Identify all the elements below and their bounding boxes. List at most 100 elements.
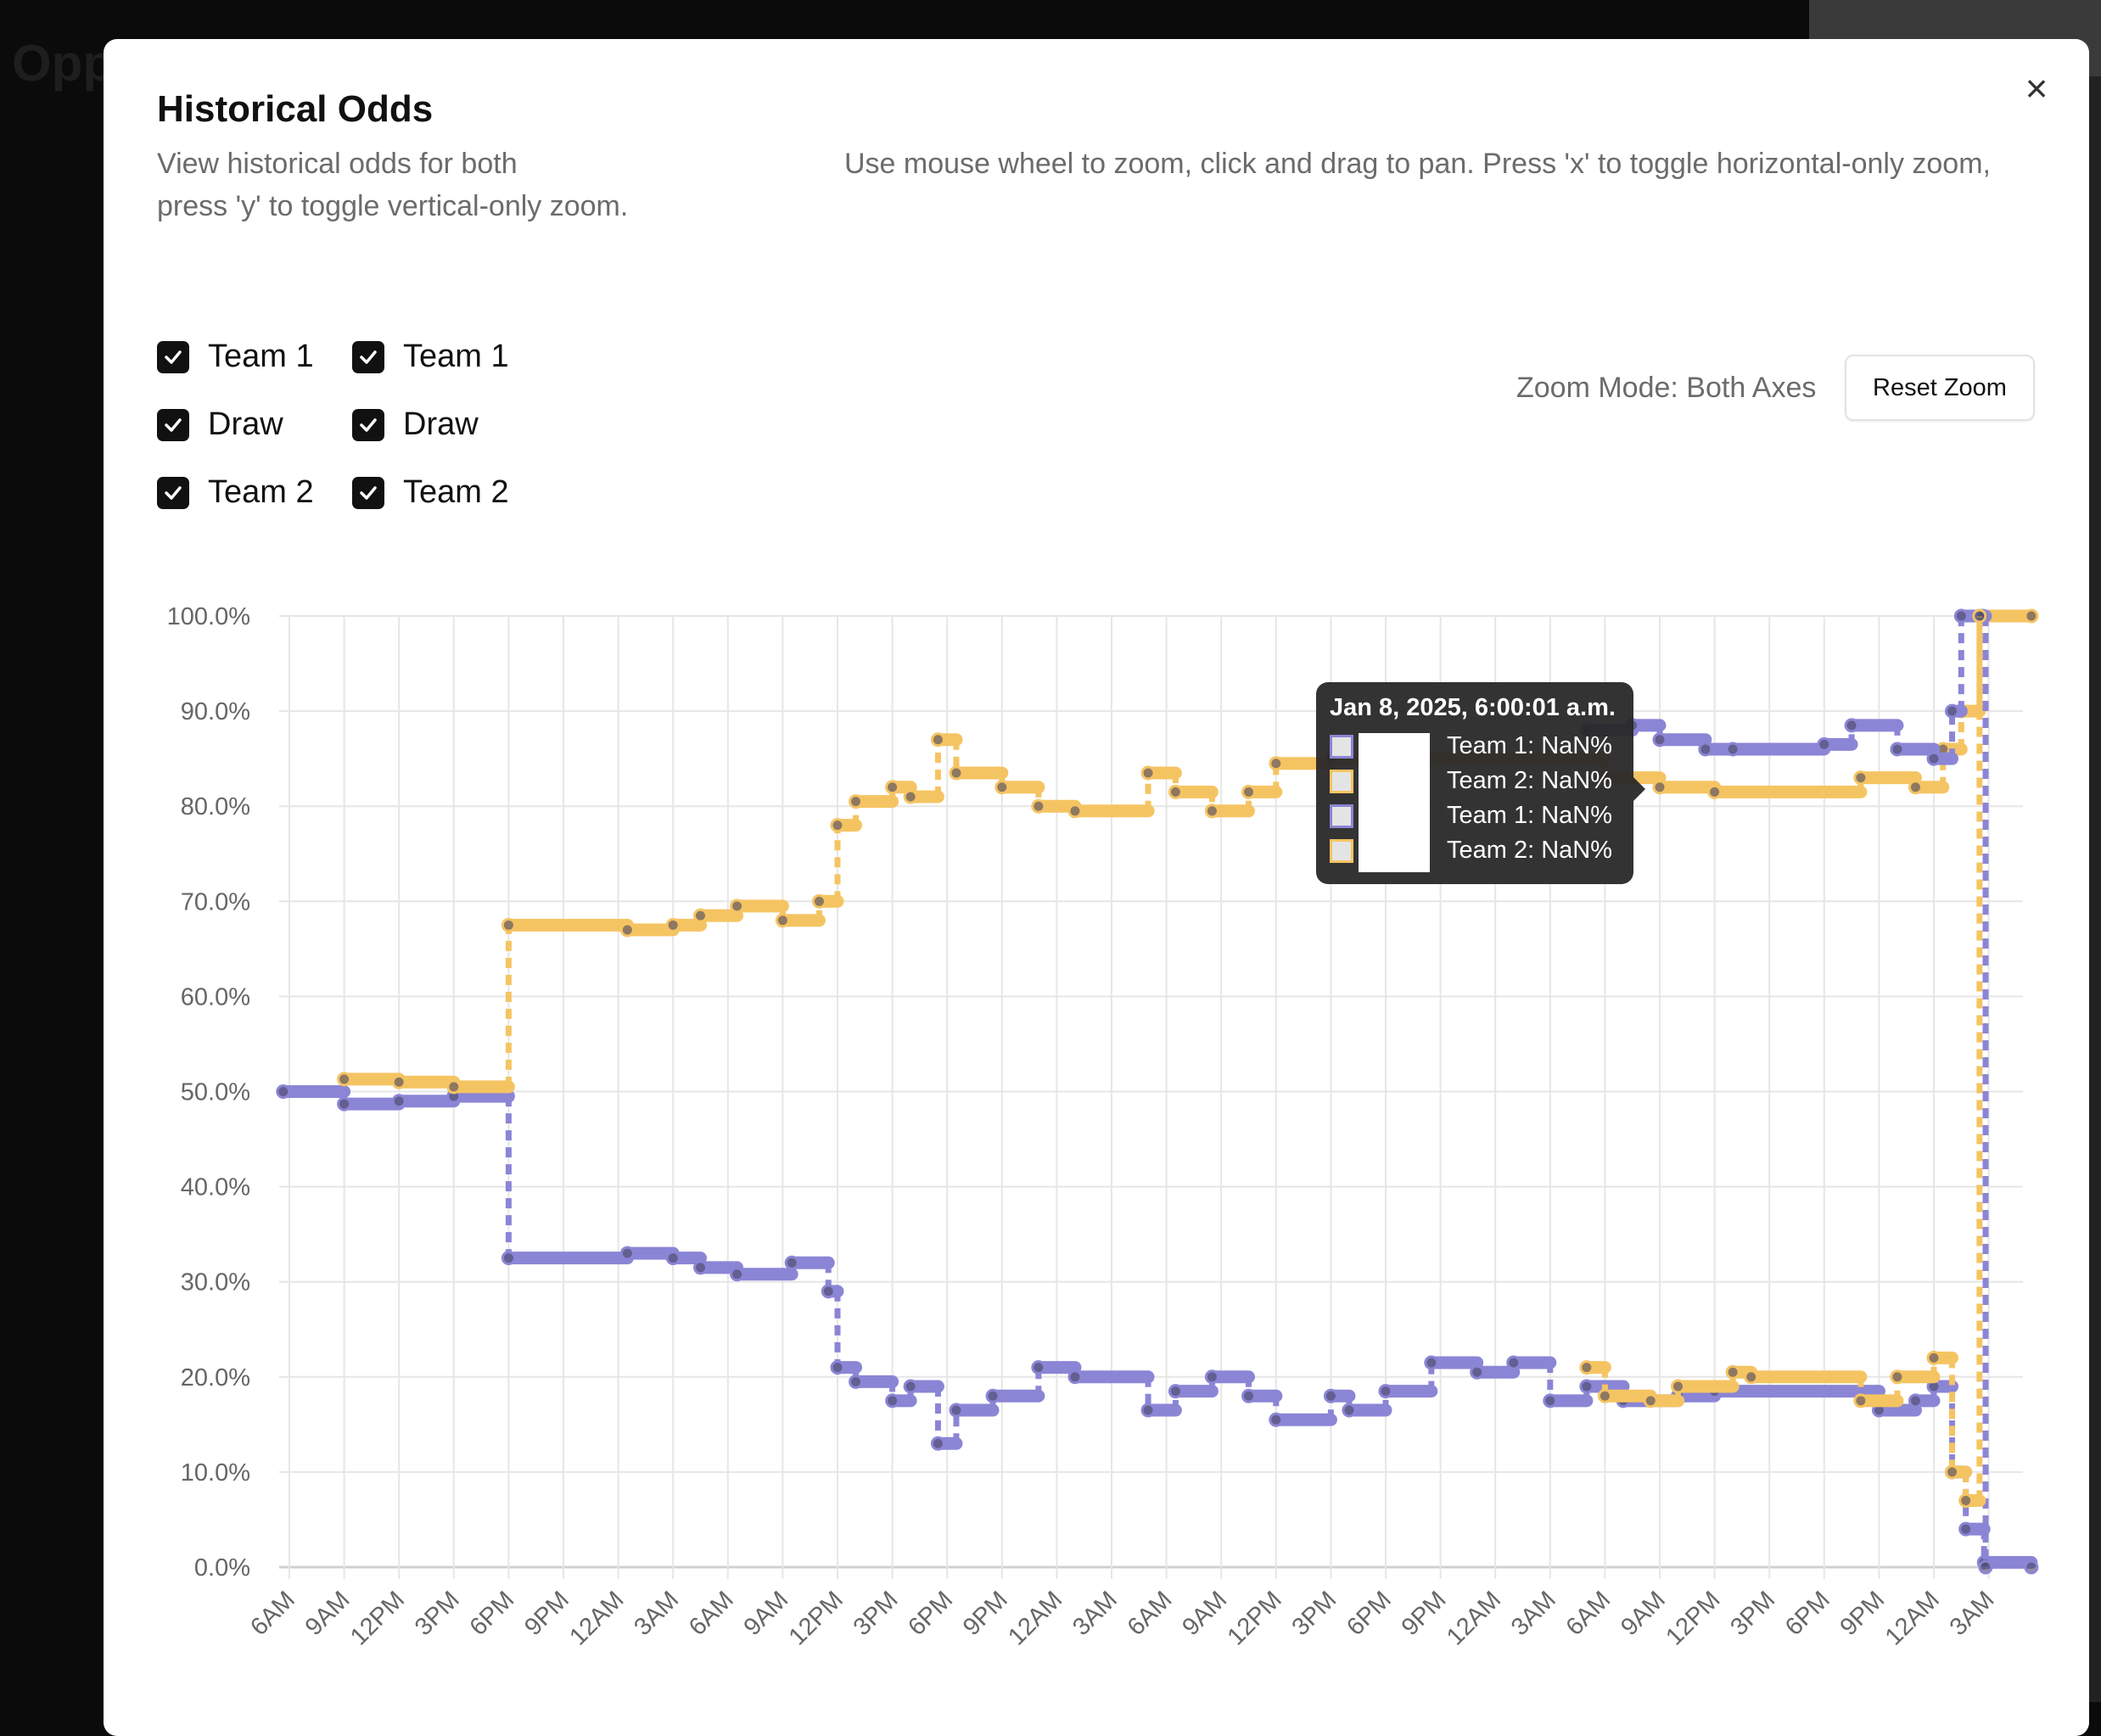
- zoom-mode-label: Zoom Mode: Both Axes: [1516, 372, 1817, 404]
- data-point: [391, 1094, 406, 1109]
- chart-tooltip: Jan 8, 2025, 6:00:01 a.m. Team 1: NaN% Te…: [1316, 682, 1645, 884]
- checkbox-team-2[interactable]: Team 2: [157, 474, 314, 511]
- data-point: [1543, 1393, 1558, 1408]
- data-point: [1643, 1393, 1658, 1408]
- series-swatch: [1330, 734, 1353, 759]
- checkbox-label: Team 2: [403, 474, 509, 510]
- reset-zoom-button[interactable]: Reset Zoom: [1845, 355, 2035, 421]
- x-tick-label: 12PM: [784, 1586, 849, 1650]
- data-point: [885, 1393, 900, 1408]
- data-point: [1168, 784, 1183, 799]
- series-swatch: [1330, 838, 1353, 863]
- modal-title: Historical Odds: [157, 88, 434, 130]
- checkbox-checked-icon[interactable]: [352, 340, 384, 373]
- data-point: [446, 1079, 462, 1095]
- data-point: [1579, 1379, 1594, 1394]
- series-step-0: [341, 1091, 2035, 1567]
- y-tick-label: 60.0%: [181, 983, 250, 1011]
- x-tick-label: 12AM: [1003, 1586, 1067, 1650]
- data-point: [1031, 798, 1046, 814]
- checkbox-checked-icon[interactable]: [352, 408, 384, 441]
- x-tick-label: 6PM: [465, 1586, 520, 1641]
- data-point: [1958, 1521, 1974, 1537]
- data-point: [1671, 1379, 1686, 1394]
- tooltip-row-text: Team 1: NaN%: [1447, 802, 1613, 829]
- x-tick-label: 3PM: [1725, 1586, 1780, 1641]
- data-point: [1908, 780, 1923, 795]
- y-tick-label: 10.0%: [181, 1459, 250, 1487]
- checkbox-checked-icon[interactable]: [352, 476, 384, 509]
- data-point: [619, 1246, 635, 1261]
- x-tick-label: 3PM: [1287, 1586, 1342, 1641]
- data-point: [2024, 608, 2039, 624]
- x-tick-label: 6AM: [684, 1586, 739, 1641]
- tooltip-row-text: Team 2: NaN%: [1447, 837, 1613, 864]
- checkbox-checked-icon[interactable]: [157, 408, 189, 441]
- data-point: [849, 794, 864, 809]
- checkbox-team-1[interactable]: Team 1: [157, 339, 314, 375]
- data-point: [1844, 718, 1859, 733]
- x-tick-label: 6PM: [903, 1586, 958, 1641]
- checkbox-team-1[interactable]: Team 1: [352, 339, 509, 375]
- checkbox-draw[interactable]: Draw: [157, 406, 283, 443]
- y-tick-label: 70.0%: [181, 888, 250, 916]
- data-point: [501, 1251, 516, 1266]
- x-tick-label: 6AM: [1123, 1586, 1178, 1641]
- data-point: [885, 780, 900, 795]
- data-point: [1031, 1360, 1046, 1375]
- checkbox-team-2[interactable]: Team 2: [352, 474, 509, 511]
- data-point: [730, 1267, 745, 1282]
- historical-odds-modal: [104, 39, 2089, 1736]
- data-point: [665, 1251, 681, 1266]
- data-point: [1725, 742, 1740, 757]
- checkbox-checked-icon[interactable]: [157, 340, 189, 373]
- tooltip-row-text: Team 2: NaN%: [1447, 767, 1613, 794]
- data-point: [903, 789, 918, 804]
- y-tick-label: 20.0%: [181, 1364, 250, 1392]
- tooltip-row: Team 2: NaN%: [1330, 833, 1620, 868]
- y-tick-label: 80.0%: [181, 793, 250, 820]
- y-tick-label: 40.0%: [181, 1174, 250, 1201]
- data-point: [1698, 742, 1713, 757]
- background-title: Opp: [12, 35, 114, 92]
- data-point: [1926, 1350, 1941, 1365]
- data-point: [1168, 1384, 1183, 1399]
- description-right: Use mouse wheel to zoom, click and drag …: [844, 148, 1991, 180]
- x-tick-label: 12PM: [345, 1586, 410, 1650]
- data-point: [1579, 1360, 1594, 1375]
- data-point: [1241, 784, 1256, 799]
- checkbox-draw[interactable]: Draw: [352, 406, 479, 443]
- checkbox-checked-icon[interactable]: [157, 476, 189, 509]
- x-tick-label: 6AM: [245, 1586, 300, 1641]
- y-tick-label: 50.0%: [181, 1079, 250, 1106]
- data-point: [1378, 1384, 1393, 1399]
- data-point: [1853, 770, 1868, 786]
- data-point: [391, 1074, 406, 1089]
- y-tick-label: 90.0%: [181, 698, 250, 725]
- data-point: [1652, 732, 1667, 748]
- x-tick-label: 3AM: [629, 1586, 684, 1641]
- x-tick-label: 12AM: [1880, 1586, 1945, 1650]
- tooltip-caret: [1633, 777, 1645, 801]
- x-tick-label: 3AM: [1506, 1586, 1561, 1641]
- data-point: [337, 1072, 352, 1087]
- data-point: [1323, 1388, 1338, 1403]
- checkbox-label: Team 1: [403, 339, 509, 374]
- data-point: [501, 917, 516, 932]
- data-point: [849, 1374, 864, 1389]
- close-icon[interactable]: ×: [2025, 66, 2048, 110]
- data-point: [1926, 751, 1941, 766]
- x-tick-label: 3PM: [849, 1586, 904, 1641]
- data-point: [665, 917, 681, 932]
- data-point: [1853, 1393, 1868, 1408]
- data-point: [1140, 765, 1156, 781]
- data-point: [1972, 608, 1987, 624]
- data-point: [1652, 780, 1667, 795]
- data-point: [1707, 784, 1723, 799]
- data-point: [693, 1260, 708, 1275]
- data-point: [775, 913, 790, 928]
- checkbox-label: Team 1: [208, 339, 314, 374]
- data-point: [1204, 1369, 1219, 1385]
- series-step-1: [395, 616, 1983, 1087]
